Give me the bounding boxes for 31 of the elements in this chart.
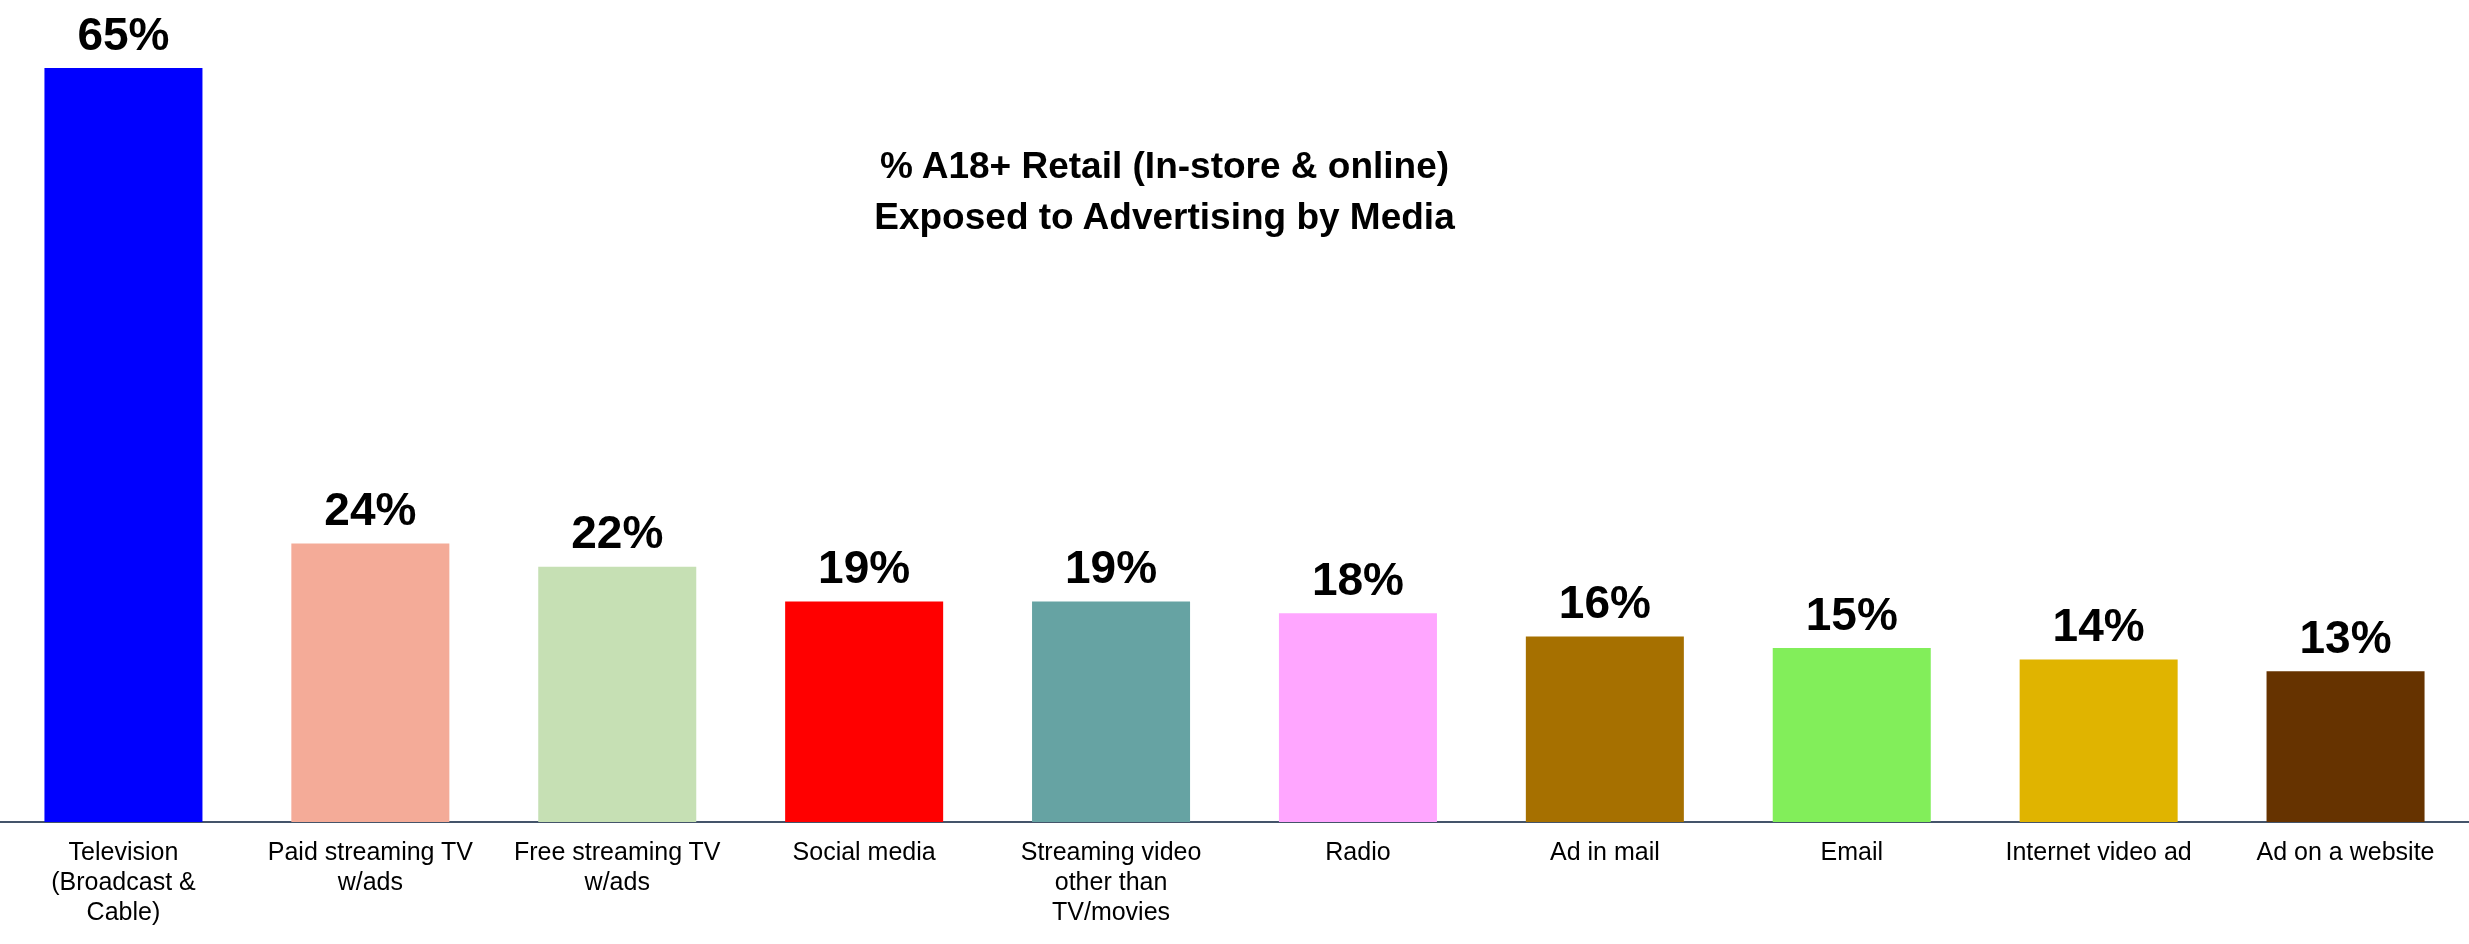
x-tick-label: Email (1820, 836, 1884, 865)
data-label: 16% (1558, 576, 1651, 629)
data-label: 14% (2052, 599, 2145, 652)
data-label: 18% (1311, 552, 1404, 605)
text: % A18+ Retail (In-store & online) Exposed to Advertising by Media (874, 145, 1456, 238)
data-label: 24% (324, 483, 417, 536)
data-label: 65% (77, 7, 170, 60)
bar (1525, 636, 1684, 822)
bar (1278, 613, 1437, 822)
bar (2266, 671, 2425, 822)
x-tick-label: Paid streaming TV w/ads (267, 836, 474, 895)
data-label: 19% (818, 541, 911, 594)
x-tick-label: Social media (792, 836, 936, 865)
bar (44, 68, 203, 822)
data-label: 19% (1065, 541, 1158, 594)
bar (1772, 648, 1931, 822)
x-tick-label: Ad on a website (2256, 836, 2435, 865)
bar (538, 566, 697, 822)
x-tick-label: Streaming video other than TV/movies (1020, 836, 1202, 925)
x-tick-label: Free streaming TV w/ads (513, 836, 721, 895)
data-label: 15% (1805, 587, 1898, 640)
data-label: 13% (2299, 610, 2392, 663)
x-tick-label: Radio (1325, 836, 1391, 865)
bar (785, 601, 944, 822)
bar (2019, 659, 2178, 822)
x-tick-label: Ad in mail (1549, 836, 1660, 865)
bar (1032, 601, 1191, 822)
data-label: 22% (571, 506, 664, 559)
bar (291, 543, 450, 822)
x-tick-label: Internet video ad (2005, 836, 2192, 865)
x-tick-label: Television (Broadcast & Cable) (51, 836, 197, 925)
